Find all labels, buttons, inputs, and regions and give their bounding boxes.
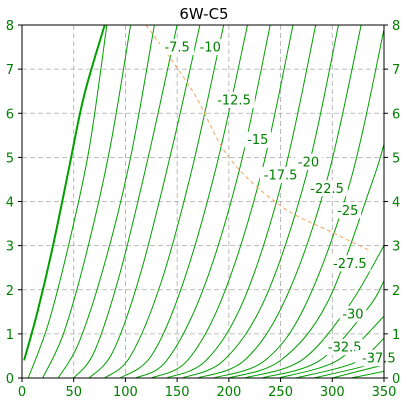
y-tick-label-left: 1 (6, 328, 14, 343)
plate-curve-8 (151, 24, 294, 379)
curve-label-background (295, 153, 322, 170)
chart-title: 6W-C5 (179, 5, 228, 23)
curve-label-background (306, 180, 348, 197)
curve-label-2: -12.5 (213, 92, 255, 109)
curve-label-text: -10 (200, 41, 221, 56)
x-tick-label: 0 (18, 385, 26, 400)
curve-label-text: -17.5 (264, 169, 298, 184)
curve-label-9: -30 (339, 306, 367, 323)
curve-label-text: -32.5 (328, 341, 362, 356)
curve-label-background (213, 92, 255, 109)
plate-curve-13 (228, 143, 385, 379)
curve-label-text: -7.5 (164, 41, 189, 56)
y-tick-label-left: 5 (6, 151, 14, 166)
plate-curve-12 (213, 29, 385, 379)
x-tick-label: 350 (372, 385, 397, 400)
y-tick-label-right: 3 (392, 240, 400, 255)
plate-curve-4 (88, 24, 201, 379)
plate-curve-16 (278, 315, 385, 379)
x-axis-ticks: 0 50 100 150 200 250 300 350 (18, 378, 397, 400)
load-line (145, 24, 369, 251)
plate-curve-2 (57, 24, 155, 379)
load-line-curve (145, 24, 369, 251)
curve-label-background (160, 39, 195, 56)
curve-label-10: -32.5 (323, 339, 366, 356)
x-tick-label: 250 (268, 385, 293, 400)
y-tick-label-right: 5 (392, 151, 400, 166)
curve-label-5: -20 (295, 153, 322, 170)
curve-label-text: -25 (337, 204, 358, 219)
y-axis-ticks: 0 0 1 1 2 2 3 3 4 4 5 5 6 6 7 7 8 8 (6, 19, 401, 387)
curve-labels: -7.5 -10 -12.5 -15 -17.5-20 -22.5 -25 -27.5 -30 -… (160, 39, 400, 367)
curve-label-background (329, 255, 371, 272)
curve-label-background (334, 202, 362, 219)
plate-curve-14 (244, 245, 385, 379)
y-tick-label-left: 2 (6, 284, 14, 299)
plate-curve-9 (166, 24, 317, 379)
y-tick-label-right: 1 (392, 328, 400, 343)
y-tick-label-left: 4 (6, 196, 14, 211)
curve-label-background (323, 339, 366, 356)
plate-curve-11 (197, 24, 362, 379)
x-tick-label: 50 (65, 385, 82, 400)
plate-curve-10 (182, 24, 339, 379)
curve-label-8: -27.5 (329, 255, 371, 272)
y-tick-label-left: 7 (6, 63, 14, 78)
curve-label-0: -7.5 (160, 39, 195, 56)
curve-label-text: -12.5 (217, 94, 251, 109)
y-tick-label-left: 8 (6, 19, 14, 34)
curve-label-1: -10 (196, 39, 224, 56)
curve-label-text: -37.5 (362, 352, 396, 367)
curve-label-background (244, 131, 272, 148)
plate-curve-1 (42, 24, 132, 379)
plate-curve-19 (332, 364, 385, 379)
curve-label-text: -15 (247, 133, 268, 148)
curve-label-6: -22.5 (306, 180, 348, 197)
grid-lines (22, 25, 384, 378)
curve-label-background (259, 167, 302, 184)
curve-label-3: -15 (244, 131, 272, 148)
curve-label-7: -25 (334, 202, 362, 219)
curve-label-12: -37.5 (358, 350, 400, 367)
y-tick-label-left: 0 (6, 372, 14, 387)
curve-label-background (358, 350, 400, 367)
y-tick-label-right: 7 (392, 63, 400, 78)
curve-label-background (339, 306, 367, 323)
curve-label-background (196, 39, 224, 56)
y-tick-label-right: 8 (392, 19, 400, 34)
y-tick-label-right: 4 (392, 196, 400, 211)
plate-curves (23, 24, 385, 379)
curve-label-text: -30 (342, 308, 363, 323)
plate-curve-15 (261, 280, 385, 379)
plate-curve-5 (104, 24, 225, 379)
y-tick-label-right: 0 (392, 372, 400, 387)
plate-curve-17 (295, 337, 385, 379)
curve-label-text: -20 (298, 155, 319, 170)
grid-zero-curve (23, 24, 106, 361)
curve-label-text: -27.5 (333, 257, 367, 272)
plate-curve-3 (73, 24, 178, 379)
x-tick-label: 300 (320, 385, 345, 400)
y-tick-label-left: 3 (6, 240, 14, 255)
curve-label-4: -17.5 (259, 167, 302, 184)
x-tick-label: 200 (216, 385, 241, 400)
y-tick-label-left: 6 (6, 107, 14, 122)
x-tick-label: 150 (165, 385, 190, 400)
y-tick-label-right: 6 (392, 107, 400, 122)
y-tick-label-right: 2 (392, 284, 400, 299)
curve-label-text: -22.5 (310, 182, 344, 197)
x-tick-label: 100 (113, 385, 138, 400)
plate-curve-0 (27, 24, 108, 379)
